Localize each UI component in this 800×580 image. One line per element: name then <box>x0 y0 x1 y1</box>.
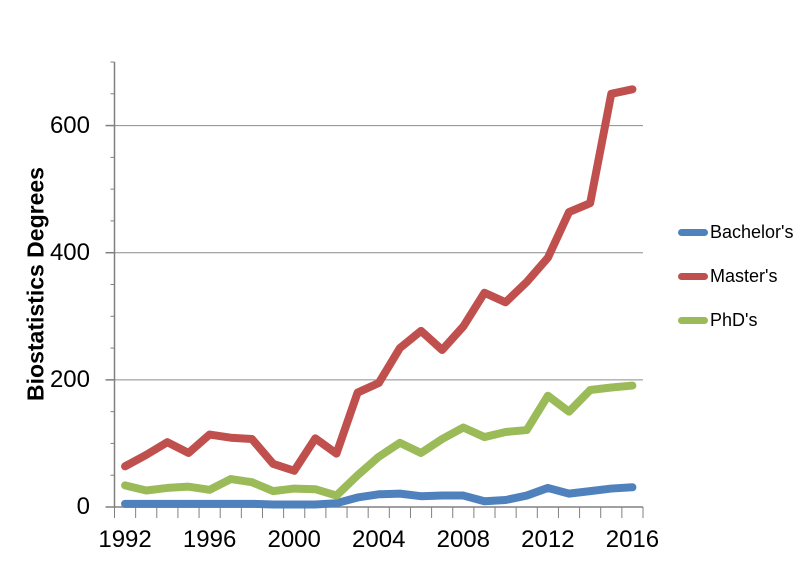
legend-item-bachelors: Bachelor's <box>678 220 793 244</box>
axes <box>113 62 643 508</box>
masters-line-swatch-icon <box>678 272 708 280</box>
series-lines <box>121 85 637 509</box>
x-tick-label: 1996 <box>182 526 237 553</box>
y-tick-label: 400 <box>49 238 90 266</box>
y-tick-label: 200 <box>49 365 90 393</box>
x-tick-label: 2004 <box>352 526 406 553</box>
bachelors-line-swatch-icon <box>678 228 708 236</box>
y-tick-label: 0 <box>76 493 90 520</box>
y-tick-label: 600 <box>49 111 90 139</box>
legend-item-masters: Master's <box>678 264 793 288</box>
gridlines <box>114 125 643 381</box>
x-tick-label: 2000 <box>267 526 321 553</box>
x-tick-label: 2016 <box>605 526 660 553</box>
x-tick-label: 2008 <box>436 526 490 553</box>
x-tick-label: 2012 <box>521 526 575 553</box>
x-tick-label: 1992 <box>98 526 152 553</box>
series-line-masters <box>121 85 637 475</box>
legend-label: Master's <box>710 265 778 286</box>
series-line-bachelors <box>121 483 637 509</box>
legend-label: PhD's <box>710 309 758 330</box>
series-line-phds <box>121 381 637 500</box>
legend-item-phds: PhD's <box>678 308 793 332</box>
legend-label: Bachelor's <box>710 221 794 242</box>
axis-tick-marks <box>105 61 644 518</box>
phds-line-swatch-icon <box>678 316 708 324</box>
legend: Bachelor's Master's PhD's <box>678 220 793 352</box>
